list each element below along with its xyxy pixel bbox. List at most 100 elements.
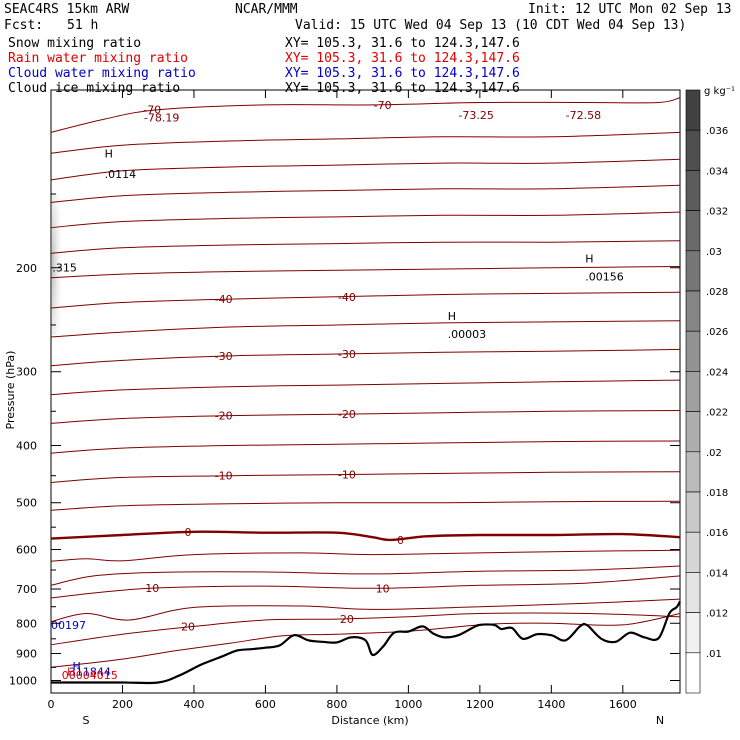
y-tick-label: 800 xyxy=(16,617,37,630)
field-name-cloud-ice: Cloud ice mixing ratio xyxy=(8,81,181,96)
colorbar-swatch xyxy=(685,170,701,211)
y-tick-label: 600 xyxy=(16,543,37,556)
colorbar-label: .012 xyxy=(706,609,728,620)
x-tick-label: 1200 xyxy=(466,698,494,711)
y-tick-label: 500 xyxy=(16,497,37,510)
colorbar-label: .03 xyxy=(706,247,722,258)
isotherm-line xyxy=(50,440,681,454)
isotherm-label: -10 xyxy=(215,470,233,483)
colorbar-swatch xyxy=(685,491,701,533)
y-tick-label: 700 xyxy=(16,583,37,596)
annotation-label: H xyxy=(67,665,75,678)
x-tick-label: 200 xyxy=(112,698,133,711)
isotherm-line xyxy=(50,291,681,309)
x-axis: 0 200 400 600 800 1000 1200 1400 1600 xyxy=(48,90,637,711)
colorbar-label: .016 xyxy=(706,528,728,539)
isotherm-line xyxy=(50,613,681,668)
isotherm-label: -20 xyxy=(215,410,233,423)
field-xy-snow: XY= 105.3, 31.6 to 124.3,147.6 xyxy=(285,36,520,51)
colorbar-swatch xyxy=(685,250,701,292)
colorbar-swatch xyxy=(685,129,701,171)
model-title: SEAC4RS 15km ARW xyxy=(4,2,130,17)
colorbar-label: .036 xyxy=(706,126,728,137)
annotation-label: 00197 xyxy=(51,619,86,632)
annotation-label: -73.25 xyxy=(458,109,493,122)
colorbar-label: .014 xyxy=(706,568,728,579)
x-tick-label: 1400 xyxy=(537,698,565,711)
south-end-label: S xyxy=(83,714,90,727)
init-time: Init: 12 UTC Mon 02 Sep 13 xyxy=(528,2,732,17)
colorbar-label: .026 xyxy=(706,327,728,338)
isotherm-line xyxy=(50,565,681,586)
y-tick-label: 300 xyxy=(16,366,37,379)
isotherm-line xyxy=(50,266,681,279)
y-tick-label: 200 xyxy=(16,262,37,275)
colorbar-label: .018 xyxy=(706,488,728,499)
annotation-label: H xyxy=(448,310,456,323)
isotherm-line xyxy=(50,500,681,511)
isotherm-line xyxy=(50,131,681,154)
ice-shading xyxy=(52,193,64,336)
isotherm-line xyxy=(50,348,681,367)
annotation-label: .0114 xyxy=(105,168,137,181)
isotherm-line xyxy=(50,211,681,229)
colorbar: .036 .034 .032 .03 .028 .026 .024 .022 .02 .018 .0… xyxy=(685,89,728,694)
fcst-label: Fcst: xyxy=(4,18,44,33)
annotation-label: 00004015 xyxy=(62,669,118,682)
isotherm-line xyxy=(50,530,681,542)
isotherm-label: 10 xyxy=(376,582,390,595)
colorbar-swatch xyxy=(685,330,701,372)
colorbar-unit: g kg⁻¹ xyxy=(704,86,735,97)
field-xy-cloud-ice: XY= 105.3, 31.6 to 124.3,147.6 xyxy=(285,81,520,96)
x-axis-label: Distance (km) xyxy=(331,714,408,727)
isotherm-line xyxy=(50,240,681,254)
isotherm-label: -40 xyxy=(338,291,356,304)
field-name-snow: Snow mixing ratio xyxy=(8,36,142,51)
annotation-label: .00003 xyxy=(448,328,487,341)
colorbar-label: .022 xyxy=(706,408,728,419)
annotation-label: H xyxy=(105,147,113,160)
colorbar-swatch xyxy=(685,451,701,493)
isotherm-label: -30 xyxy=(338,348,356,361)
fcst-value: 51 h xyxy=(67,18,99,33)
colorbar-swatch xyxy=(685,89,701,131)
isotherm-line xyxy=(50,549,681,562)
isotherm-label: -40 xyxy=(215,293,233,306)
x-tick-label: 0 xyxy=(48,698,55,711)
isotherm-label: 0 xyxy=(397,534,404,547)
colorbar-label: .034 xyxy=(706,166,728,177)
isotherm-label: 10 xyxy=(145,582,159,595)
annotation-label: 311844 xyxy=(69,665,111,678)
colorbar-swatch xyxy=(685,290,701,332)
chart-annotations: -78.19 -73.25 -72.58 H .0114 .315 H .00156 H .000… xyxy=(51,109,624,682)
ice-shade-patch xyxy=(52,193,64,336)
isotherm-line xyxy=(50,320,681,338)
isotherm-label: -20 xyxy=(338,408,356,421)
isotherm-line xyxy=(50,97,681,133)
isotherm-line xyxy=(50,184,681,203)
colorbar-swatch xyxy=(685,652,701,694)
isotherm-label: -30 xyxy=(215,350,233,363)
isotherm-label: 0 xyxy=(184,526,191,539)
colorbar-swatch xyxy=(685,572,701,613)
isotherm-line xyxy=(50,598,681,623)
colorbar-label: .032 xyxy=(706,207,728,218)
north-end-label: N xyxy=(656,714,664,727)
colorbar-swatch xyxy=(685,612,701,654)
colorbar-swatch xyxy=(685,531,701,573)
x-tick-label: 600 xyxy=(255,698,276,711)
annotation-label: -78.19 xyxy=(144,111,179,124)
plot-area xyxy=(50,89,681,694)
field-name-cloud-water: Cloud water mixing ratio xyxy=(8,66,196,81)
valid-time: Valid: 15 UTC Wed 04 Sep 13 (10 CDT Wed … xyxy=(295,18,687,33)
isotherm-label: -70 xyxy=(374,99,392,112)
terrain-profile xyxy=(51,600,681,685)
isotherm-label: 20 xyxy=(340,613,354,626)
isotherm-line xyxy=(50,379,681,396)
isotherm-line xyxy=(50,575,681,599)
colorbar-label: .02 xyxy=(706,448,722,459)
field-name-rain: Rain water mixing ratio xyxy=(8,51,189,66)
y-tick-label: 1000 xyxy=(9,674,37,687)
isotherm-label: -70 xyxy=(143,104,161,117)
colorbar-swatch xyxy=(685,411,701,453)
